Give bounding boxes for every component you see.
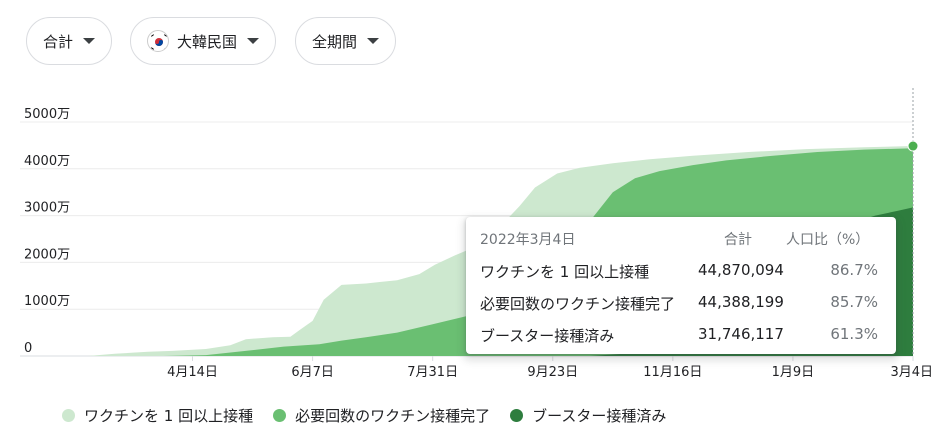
chevron-down-icon [83, 38, 96, 44]
legend-swatch [273, 409, 287, 422]
legend-item-first-dose[interactable]: ワクチンを 1 回以上接種 [62, 405, 253, 426]
tooltip-row-label: ブースター接種済み [480, 327, 615, 345]
y-tick-label: 5000万 [24, 107, 70, 122]
hover-point [907, 140, 919, 152]
tooltip-row-label: ワクチンを 1 回以上接種 [480, 263, 650, 281]
data-tooltip: 2022年3月4日 合計 人口比（%） ワクチンを 1 回以上接種 44,870… [466, 217, 896, 354]
x-tick-label: 11月16日 [643, 365, 702, 380]
x-tick-label: 1月9日 [772, 365, 815, 380]
legend-label: 必要回数のワクチン接種完了 [295, 407, 491, 425]
x-axis-ticks: 4月14日 6月7日 7月31日 9月23日 11月16日 1月9日 3月4日 [167, 356, 933, 380]
legend-swatch [62, 409, 75, 422]
tooltip-row-pct: 61.3% [830, 325, 878, 343]
x-tick-label: 4月14日 [167, 365, 218, 380]
tooltip-row-total: 31,746,117 [698, 325, 784, 343]
tooltip-col-total: 合計 [724, 232, 752, 248]
tooltip-date: 2022年3月4日 [480, 232, 576, 248]
chevron-down-icon [247, 38, 260, 44]
legend-swatch [510, 409, 524, 422]
y-tick-label: 3000万 [24, 201, 70, 216]
region-dropdown[interactable]: 大韓民国 [130, 17, 277, 65]
y-tick-label: 4000万 [24, 154, 70, 169]
chevron-down-icon [367, 38, 380, 44]
tooltip-col-pct: 人口比（%） [786, 232, 870, 248]
tooltip-row-pct: 85.7% [830, 293, 878, 311]
tooltip-row-pct: 86.7% [830, 261, 878, 279]
y-tick-label: 2000万 [24, 247, 70, 262]
tooltip-row-label: 必要回数のワクチン接種完了 [480, 295, 676, 313]
x-tick-label: 3月4日 [890, 365, 933, 380]
measure-label: 合計 [43, 32, 74, 51]
legend-label: ブースター接種済み [532, 407, 667, 425]
legend-label: ワクチンを 1 回以上接種 [84, 407, 254, 425]
south-korea-flag-icon [147, 30, 169, 52]
tooltip-row-total: 44,870,094 [698, 261, 784, 279]
y-axis-ticks: 0 1000万 2000万 3000万 4000万 5000万 [24, 107, 70, 356]
period-dropdown[interactable]: 全期間 [295, 17, 397, 65]
legend-item-fully-vaccinated[interactable]: 必要回数のワクチン接種完了 [273, 405, 490, 426]
x-tick-label: 7月31日 [407, 365, 458, 380]
y-tick-label: 1000万 [24, 294, 70, 309]
legend-item-booster[interactable]: ブースター接種済み [510, 405, 666, 426]
measure-dropdown[interactable]: 合計 [26, 17, 113, 65]
hover-indicator [907, 88, 919, 356]
x-tick-label: 6月7日 [291, 365, 334, 380]
x-tick-label: 9月23日 [527, 365, 578, 380]
chart-legend: ワクチンを 1 回以上接種 必要回数のワクチン接種完了 ブースター接種済み [62, 405, 686, 426]
period-label: 全期間 [312, 32, 358, 51]
tooltip-row-total: 44,388,199 [698, 293, 784, 311]
region-label: 大韓民国 [177, 32, 238, 51]
y-tick-label: 0 [24, 341, 32, 356]
